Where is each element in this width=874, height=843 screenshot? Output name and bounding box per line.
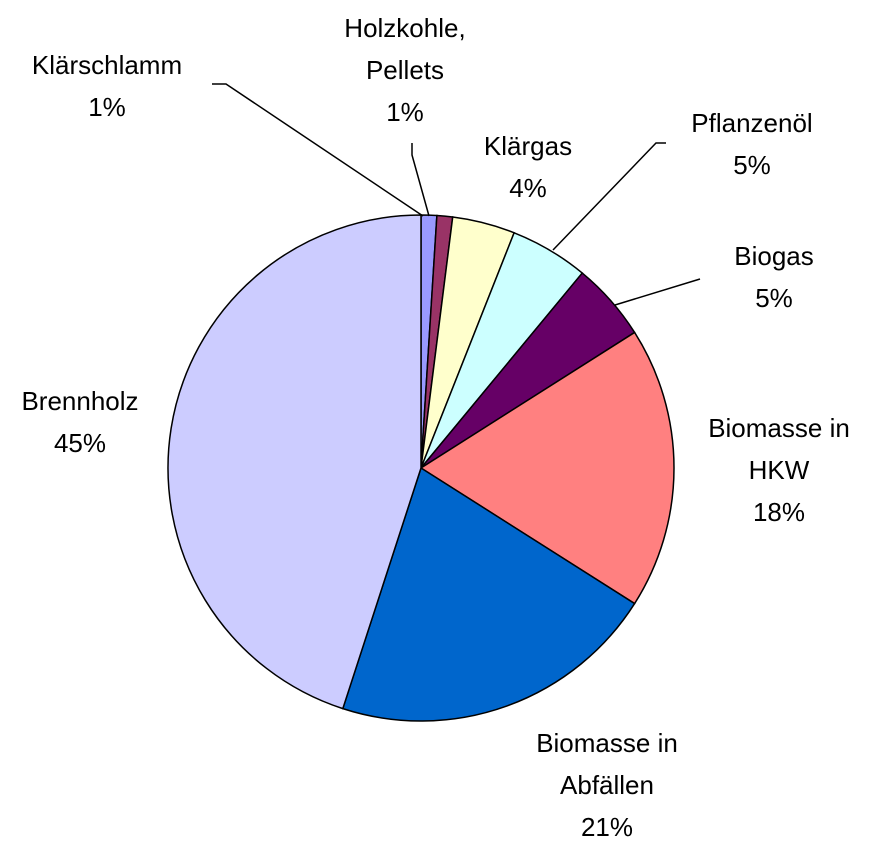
slice (419, 331, 675, 605)
slice-label: Abfällen (560, 770, 654, 800)
leader-line (411, 143, 430, 217)
value-label: 1% (88, 92, 126, 122)
slices (167, 214, 675, 722)
slice-label: Holzkohle, (344, 13, 465, 43)
slice-label: Brennholz (21, 386, 138, 416)
slice-label: Biomasse in (708, 413, 850, 443)
leader-line (552, 142, 666, 251)
slice-label: Pflanzenöl (691, 108, 812, 138)
slice-label: Klärgas (484, 131, 572, 161)
value-label: 45% (54, 428, 106, 458)
leader-line (212, 83, 424, 217)
leader-lines (212, 83, 701, 306)
slice-label: Biomasse in (536, 728, 678, 758)
slice (341, 466, 636, 722)
value-label: 5% (755, 283, 793, 313)
value-label: 21% (581, 812, 633, 842)
value-label: 4% (509, 173, 547, 203)
value-label: 1% (386, 97, 424, 127)
slice-label: Klärschlamm (32, 50, 182, 80)
value-label: 5% (733, 150, 771, 180)
slice-label: Biogas (734, 241, 814, 271)
leader-line (614, 278, 701, 306)
slice-label: Pellets (366, 55, 444, 85)
slice (167, 214, 422, 710)
slice-label: HKW (749, 455, 810, 485)
value-label: 18% (753, 497, 805, 527)
